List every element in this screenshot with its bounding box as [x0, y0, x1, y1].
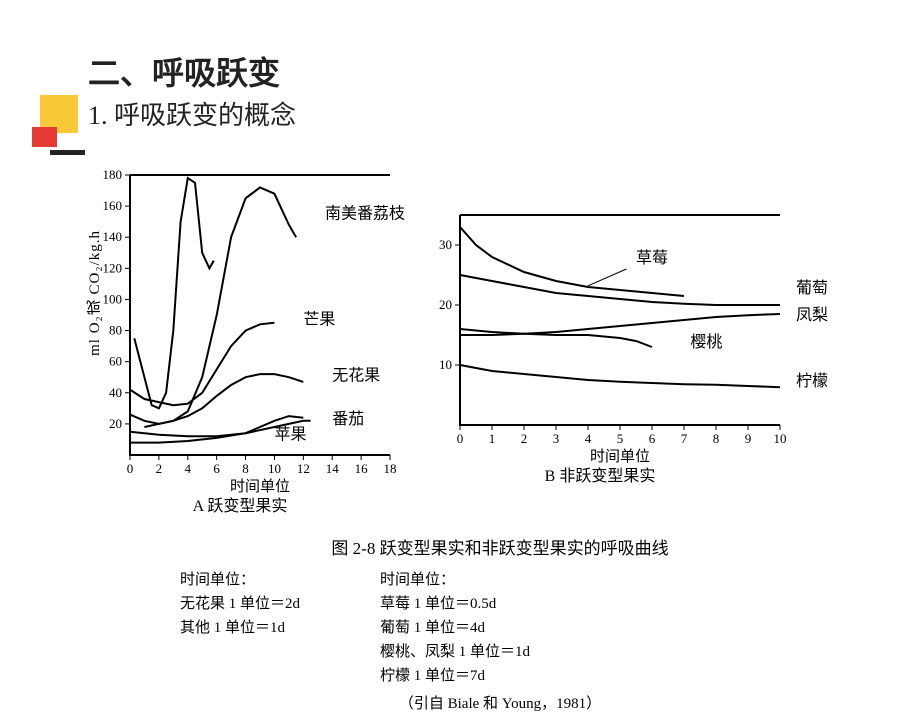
citation: （引自 Biale 和 Young，1981）	[180, 692, 820, 716]
svg-text:葡萄: 葡萄	[796, 279, 828, 297]
svg-text:6: 6	[649, 431, 656, 446]
svg-text:3: 3	[553, 431, 560, 446]
svg-text:14: 14	[326, 461, 340, 476]
svg-text:1: 1	[489, 431, 496, 446]
svg-text:40: 40	[109, 385, 122, 400]
svg-text:120: 120	[103, 260, 123, 275]
svg-text:时间单位: 时间单位	[590, 448, 650, 465]
red-square	[32, 127, 57, 147]
heading: 二、呼吸跃变	[88, 48, 280, 94]
svg-text:12: 12	[297, 461, 310, 476]
svg-text:0: 0	[127, 461, 134, 476]
svg-text:4: 4	[185, 461, 192, 476]
svg-text:2: 2	[156, 461, 163, 476]
svg-text:番茄: 番茄	[332, 410, 364, 428]
svg-text:140: 140	[103, 229, 123, 244]
black-bar	[50, 150, 85, 155]
svg-text:苹果: 苹果	[274, 425, 306, 443]
svg-text:60: 60	[109, 354, 122, 369]
time-units: 时间单位：无花果 1 单位＝2d其他 1 单位＝1d 时间单位：草莓 1 单位＝…	[180, 568, 820, 688]
svg-text:南美番荔枝: 南美番荔枝	[325, 205, 405, 223]
svg-text:160: 160	[103, 198, 123, 213]
svg-text:2: 2	[521, 431, 528, 446]
svg-text:柠檬: 柠檬	[796, 372, 828, 390]
time-units-b: 时间单位：草莓 1 单位＝0.5d葡萄 1 单位＝4d樱桃、凤梨 1 单位＝1d…	[380, 568, 530, 688]
svg-text:10: 10	[774, 431, 787, 446]
time-units-a: 时间单位：无花果 1 单位＝2d其他 1 单位＝1d	[180, 568, 300, 688]
svg-text:30: 30	[439, 237, 452, 252]
svg-text:20: 20	[439, 297, 452, 312]
svg-text:B 非跃变型果实: B 非跃变型果实	[545, 467, 656, 485]
svg-text:20: 20	[109, 416, 122, 431]
chart-area: 02468101214161820406080100120140160180面包…	[90, 165, 820, 525]
caption-area: 图 2-8 跃变型果实和非跃变型果实的呼吸曲线 时间单位：无花果 1 单位＝2d…	[180, 535, 820, 716]
svg-text:0: 0	[457, 431, 464, 446]
svg-text:芒果: 芒果	[303, 310, 335, 328]
svg-text:4: 4	[585, 431, 592, 446]
svg-text:A 跃变型果实: A 跃变型果实	[193, 497, 288, 515]
svg-text:凤梨: 凤梨	[796, 306, 828, 324]
svg-text:草莓: 草莓	[636, 249, 668, 267]
slide-decoration	[32, 95, 82, 165]
svg-text:10: 10	[268, 461, 281, 476]
figure-title: 图 2-8 跃变型果实和非跃变型果实的呼吸曲线	[180, 535, 820, 562]
svg-text:时间单位: 时间单位	[230, 478, 290, 495]
svg-text:100: 100	[103, 291, 123, 306]
svg-text:6: 6	[213, 461, 220, 476]
svg-text:9: 9	[745, 431, 752, 446]
svg-text:18: 18	[384, 461, 397, 476]
svg-text:16: 16	[355, 461, 369, 476]
svg-text:180: 180	[103, 167, 123, 182]
svg-text:8: 8	[713, 431, 720, 446]
svg-text:5: 5	[617, 431, 624, 446]
svg-text:8: 8	[242, 461, 249, 476]
svg-text:樱桃: 樱桃	[690, 333, 722, 351]
svg-text:10: 10	[439, 357, 452, 372]
subheading: 1. 呼吸跃变的概念	[88, 95, 296, 132]
svg-text:7: 7	[681, 431, 688, 446]
respiration-chart: 02468101214161820406080100120140160180面包…	[90, 165, 835, 540]
svg-text:80: 80	[109, 323, 122, 338]
svg-text:无花果: 无花果	[332, 366, 380, 384]
